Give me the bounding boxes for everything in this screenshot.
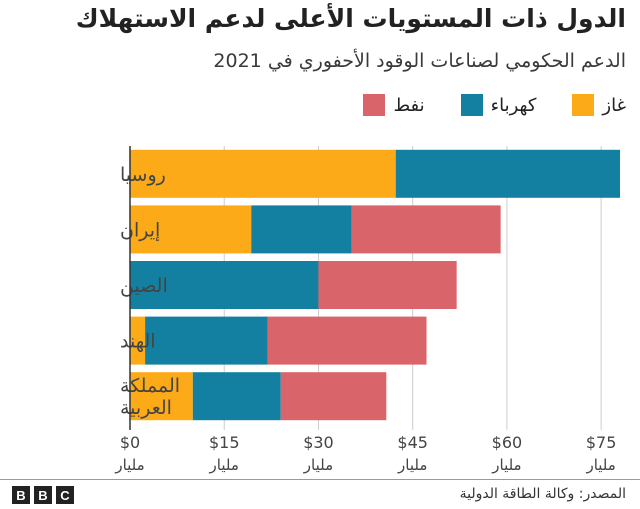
x-tick-label: $60	[492, 433, 523, 452]
legend-swatch-electricity	[460, 94, 483, 116]
bar-segment	[395, 149, 620, 198]
bar-segment	[267, 316, 427, 365]
x-tick-label: $45	[397, 433, 428, 452]
legend-label-oil: نفط	[393, 94, 425, 116]
legend-item-gas: غاز	[572, 94, 626, 116]
bar-segment	[130, 372, 193, 421]
bar-chart: $0 مليار $15 مليار $30 مليار $45 مليار $60 مليار $…	[114, 146, 620, 474]
legend-swatch-gas	[572, 94, 595, 116]
bar-segment	[318, 261, 457, 309]
x-tick-label: $0	[120, 433, 140, 452]
x-tick-label: $30	[303, 433, 334, 452]
legend: نفط كهرباء غاز	[363, 94, 626, 116]
chart-subtitle: الدعم الحكومي لصناعات الوقود الأحفوري في…	[213, 50, 626, 72]
bar-segment	[351, 205, 501, 254]
bar-segment	[280, 372, 387, 421]
bar-segment	[145, 316, 268, 365]
x-tick-unit: مليار	[397, 456, 427, 474]
category-label: روسيا	[120, 164, 166, 186]
x-tick-label: $15	[209, 433, 240, 452]
category-label: إيران	[120, 219, 160, 242]
legend-item-oil: نفط	[363, 94, 425, 116]
x-tick-unit: مليار	[209, 456, 239, 474]
bbc-logo-letter: B	[12, 486, 30, 504]
source-note: المصدر: وكالة الطاقة الدولية	[459, 486, 626, 502]
category-label: المملكة	[120, 375, 180, 397]
footer-divider	[0, 479, 640, 480]
category-label: الصين	[120, 275, 168, 297]
chart-title: الدول ذات المستويات الأعلى لدعم الاستهلا…	[75, 4, 626, 33]
category-label: الهند	[120, 331, 156, 353]
bar-segment	[192, 372, 281, 421]
x-tick-unit: مليار	[114, 456, 144, 474]
bbc-logo: B B C	[12, 486, 74, 504]
bar-segment	[130, 149, 396, 198]
legend-item-electricity: كهرباء	[460, 94, 537, 116]
category-label: العربية	[120, 397, 172, 419]
x-tick-unit: مليار	[303, 456, 333, 474]
bar-segment	[130, 205, 252, 254]
legend-label-electricity: كهرباء	[490, 94, 537, 116]
x-tick-unit: مليار	[491, 456, 521, 474]
bar-segment	[130, 316, 146, 365]
legend-label-gas: غاز	[602, 94, 626, 116]
x-tick-unit: مليار	[585, 456, 615, 474]
x-tick-label: $75	[586, 433, 617, 452]
bbc-logo-letter: C	[56, 486, 74, 504]
bar-segment	[251, 205, 352, 254]
bar-segment	[130, 261, 319, 309]
legend-swatch-oil	[363, 94, 386, 116]
bbc-logo-letter: B	[34, 486, 52, 504]
